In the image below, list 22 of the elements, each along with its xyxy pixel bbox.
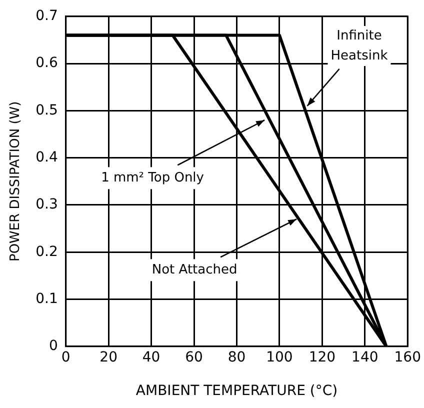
y-tick-label: 0.6 bbox=[36, 55, 58, 72]
y-tick-label: 0.2 bbox=[36, 244, 58, 260]
annotation: Infinite Heatsink bbox=[330, 28, 388, 64]
y-tick-label: 0.4 bbox=[36, 149, 58, 166]
y-tick-label: 0.5 bbox=[36, 102, 58, 118]
y-tick-label: 0.7 bbox=[36, 8, 58, 24]
annotation: Not Attached bbox=[152, 262, 238, 278]
annotation: 1 mm² Top Only bbox=[101, 170, 204, 186]
y-tick-label: 0.3 bbox=[36, 196, 58, 213]
x-axis-title: AMBIENT TEMPERATURE (°C) bbox=[136, 383, 338, 400]
y-tick-label: 0 bbox=[48, 338, 58, 354]
x-tick-label: 20 bbox=[100, 349, 118, 366]
x-tick-label: 100 bbox=[266, 349, 293, 366]
x-tick-label: 40 bbox=[142, 349, 160, 366]
y-tick-label: 0.1 bbox=[36, 290, 58, 307]
x-tick-label: 160 bbox=[394, 349, 422, 366]
x-tick-label: 80 bbox=[228, 349, 246, 366]
x-tick-label: 0 bbox=[61, 349, 70, 366]
x-tick-label: 140 bbox=[352, 349, 378, 366]
x-tick-label: 60 bbox=[185, 349, 203, 366]
x-tick-label: 120 bbox=[308, 349, 336, 366]
y-axis-title: POWER DISSIPATION (W) bbox=[8, 101, 24, 262]
